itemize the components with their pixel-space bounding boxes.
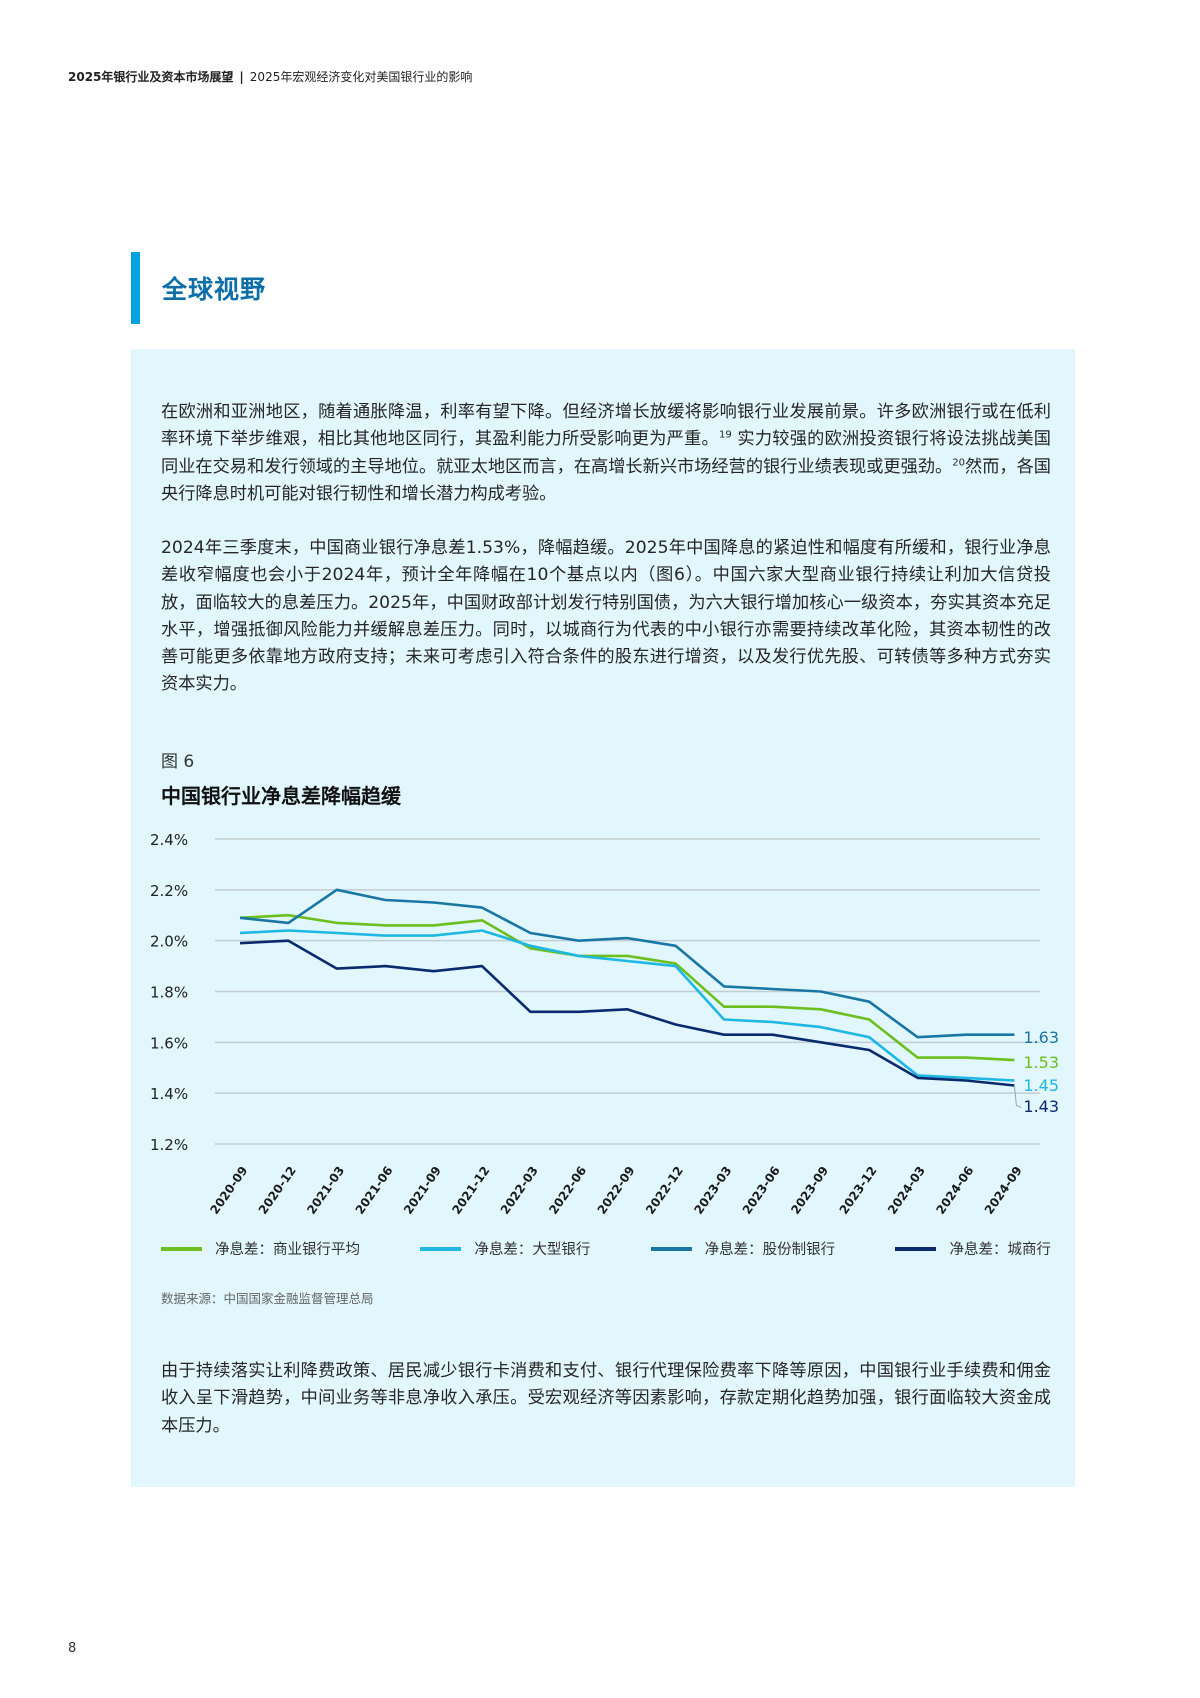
series-end-label: 1.63 — [1023, 1028, 1059, 1047]
x-tick-label: 2022-12 — [643, 1164, 686, 1217]
running-header: 2025年银行业及资本市场展望 | 2025年宏观经济变化对美国银行业的影响 — [68, 68, 472, 85]
figure-label: 图 6 — [161, 752, 195, 772]
section-accent-bar — [131, 252, 140, 324]
x-tick-label: 2023-06 — [740, 1164, 783, 1217]
paragraph-1-text-c: 然而，各国央行降息时机可能对银行韧性和增长潜力构成考验。 — [161, 456, 1051, 504]
series-line — [239, 913, 1015, 1062]
legend-item: 净息差：大型银行 — [420, 1238, 590, 1259]
chapter-title: 2025年宏观经济变化对美国银行业的影响 — [249, 70, 473, 84]
header-separator: | — [239, 70, 244, 84]
y-tick-label: 1.2% — [150, 1136, 188, 1154]
x-tick-label: 2024-06 — [933, 1164, 976, 1217]
y-tick-label: 1.6% — [150, 1034, 188, 1052]
x-tick-label: 2021-06 — [353, 1164, 396, 1217]
x-tick-label: 2023-03 — [691, 1164, 734, 1217]
paragraph-1-text-a: 在欧洲和亚洲地区，随着通胀降温，利率有望下降。但经济增长放缓将影响银行业发展前景… — [161, 402, 1051, 450]
data-source-note: 数据来源：中国国家金融监督管理总局 — [161, 1291, 374, 1306]
paragraph-3: 由于持续落实让利降费政策、居民减少银行卡消费和支付、银行代理保险费率下降等原因，… — [161, 1361, 1051, 1436]
series-line — [239, 929, 1015, 1082]
section-title: 全球视野 — [162, 275, 267, 304]
section-heading: 全球视野 — [131, 252, 266, 324]
x-tick-label: 2022-06 — [546, 1164, 589, 1217]
x-tick-label: 2021-09 — [401, 1164, 444, 1217]
label-leader-line — [1013, 1085, 1022, 1109]
legend-swatch-icon — [420, 1246, 462, 1251]
figure-title: 中国银行业净息差降幅趋缓 — [161, 784, 401, 808]
legend-label: 净息差：股份制银行 — [704, 1242, 836, 1258]
paragraph-1-text-b: 实力较强的欧洲投资银行将设法挑战美国同业在交易和发行领域的主导地位。就亚太地区而… — [161, 429, 1051, 477]
content-panel — [131, 349, 1075, 1487]
x-tick-label: 2021-03 — [304, 1164, 347, 1217]
y-tick-label: 1.4% — [150, 1085, 188, 1103]
y-tick-label: 2.4% — [150, 831, 188, 849]
x-tick-label: 2023-09 — [788, 1164, 831, 1217]
y-tick-label: 2.0% — [150, 933, 188, 951]
legend-swatch-icon — [650, 1246, 692, 1251]
legend-swatch-icon — [161, 1246, 202, 1251]
legend-swatch-icon — [895, 1246, 937, 1251]
series-line — [239, 939, 1015, 1087]
legend-label: 净息差：城商行 — [949, 1242, 1051, 1258]
x-tick-label: 2022-09 — [595, 1164, 638, 1217]
x-tick-label: 2024-03 — [885, 1164, 928, 1217]
report-title: 2025年银行业及资本市场展望 — [68, 70, 234, 84]
footnote-20[interactable]: 20 — [952, 456, 965, 468]
footnote-19[interactable]: 19 — [718, 429, 732, 441]
nim-line-chart: 2.4% 2.2% 2.0% 1.8% 1.6% 1.4% 1.2% 2020-09 2020-… — [150, 820, 1070, 1240]
x-tick-label: 2020-12 — [256, 1164, 299, 1217]
page-number: 8 — [68, 1641, 77, 1656]
x-tick-label: 2020-09 — [207, 1164, 250, 1217]
legend-item: 净息差：城商行 — [895, 1238, 1051, 1259]
series-end-label: 1.43 — [1023, 1097, 1059, 1116]
paragraph-2: 2024年三季度末，中国商业银行净息差1.53%，降幅趋缓。2025年中国降息的… — [161, 538, 1051, 695]
legend-label: 净息差：商业银行平均 — [215, 1242, 360, 1258]
chart-legend: 净息差：商业银行平均 净息差：大型银行 净息差：股份制银行 净息差：城商行 — [161, 1238, 1051, 1259]
legend-item: 净息差：商业银行平均 — [161, 1238, 360, 1259]
series-end-label: 1.53 — [1023, 1053, 1059, 1072]
y-tick-label: 1.8% — [150, 984, 188, 1002]
chart-canvas: 2.4% 2.2% 2.0% 1.8% 1.6% 1.4% 1.2% 2020-09 2020-… — [150, 831, 1059, 1217]
legend-label: 净息差：大型银行 — [474, 1242, 591, 1258]
x-tick-label: 2023-12 — [837, 1164, 880, 1217]
x-tick-label: 2024-09 — [982, 1164, 1025, 1217]
series-line — [239, 888, 1015, 1039]
paragraph-1: 在欧洲和亚洲地区，随着通胀降温，利率有望下降。但经济增长放缓将影响银行业发展前景… — [161, 399, 1051, 508]
legend-item: 净息差：股份制银行 — [650, 1238, 836, 1259]
series-end-label: 1.45 — [1023, 1076, 1059, 1095]
x-tick-label: 2022-03 — [498, 1164, 541, 1217]
x-tick-label: 2021-12 — [449, 1164, 492, 1217]
y-tick-label: 2.2% — [150, 882, 188, 900]
